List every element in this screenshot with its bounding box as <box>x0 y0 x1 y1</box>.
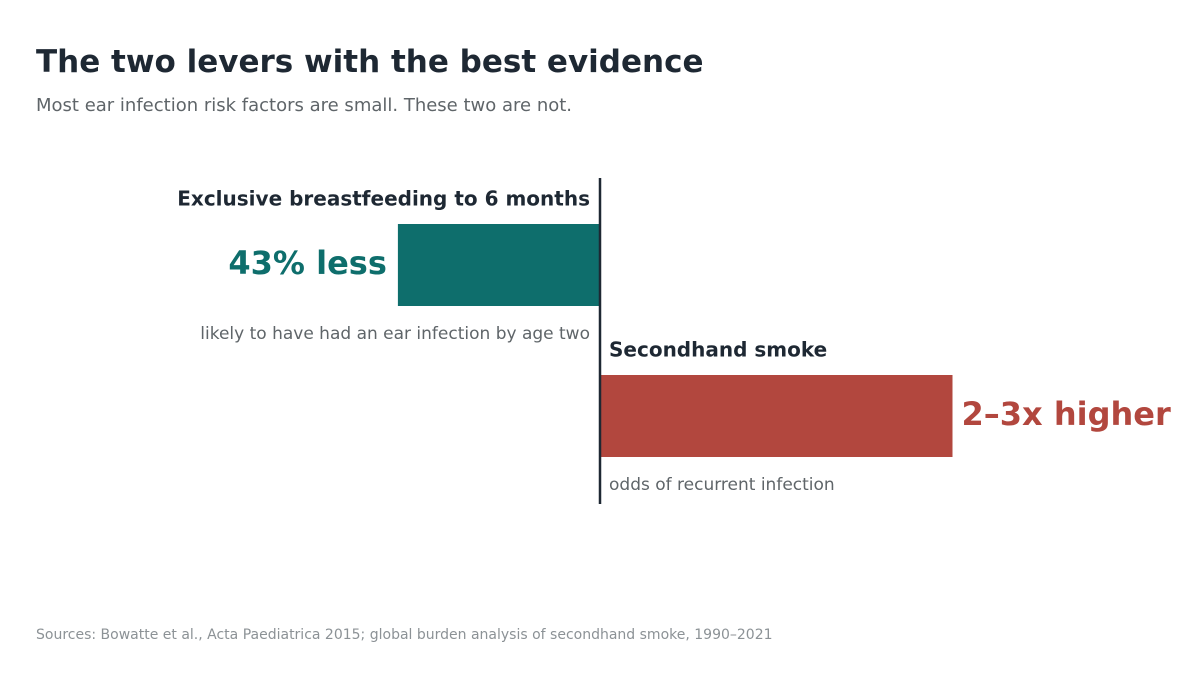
chart-subtitle: Most ear infection risk factors are smal… <box>36 95 573 116</box>
bar-note-1: likely to have had an ear infection by a… <box>200 324 590 344</box>
chart-title: The two levers with the best evidence <box>36 44 704 80</box>
bar-value-label-1: 43% less <box>228 244 387 282</box>
bar-note-2: odds of recurrent infection <box>609 475 835 495</box>
bar-label-2: Secondhand smoke <box>609 338 827 362</box>
source-note: Sources: Bowatte et al., Acta Paediatric… <box>36 627 773 643</box>
bar-1 <box>397 224 600 306</box>
bar-value-label-2: 2–3x higher <box>962 395 1171 433</box>
bar-label-1: Exclusive breastfeeding to 6 months <box>177 187 590 211</box>
bar-2 <box>600 375 953 457</box>
